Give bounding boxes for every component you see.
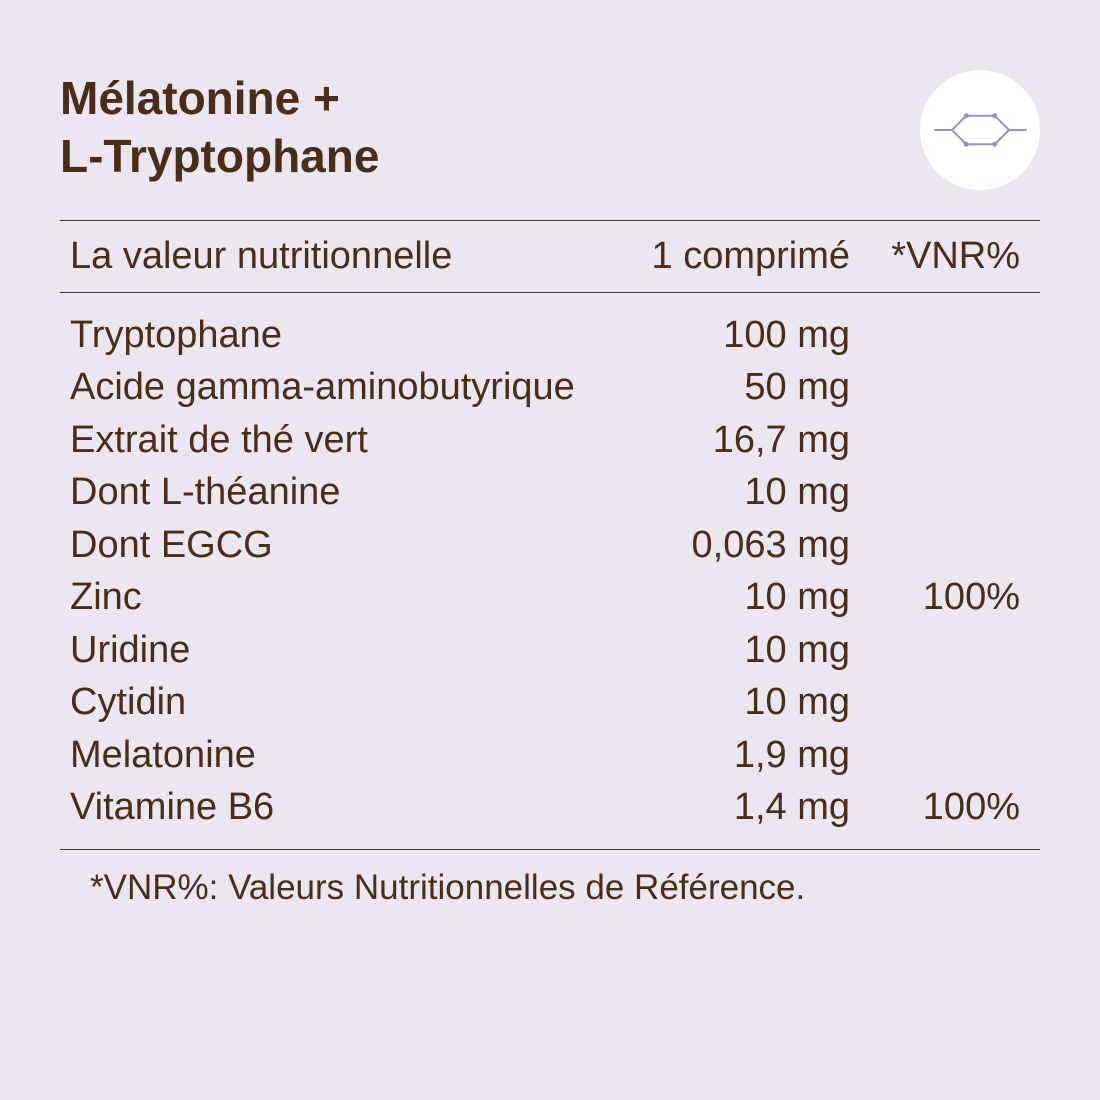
row-label: Vitamine B6	[60, 781, 600, 833]
row-amount: 16,7 mg	[600, 414, 860, 466]
table-row: Tryptophane100 mg	[60, 309, 1040, 361]
row-amount: 10 mg	[600, 571, 860, 623]
table-row: Extrait de thé vert16,7 mg	[60, 414, 1040, 466]
row-amount: 100 mg	[600, 309, 860, 361]
table-row: Melatonine1,9 mg	[60, 729, 1040, 781]
row-label: Cytidin	[60, 676, 600, 728]
row-label: Tryptophane	[60, 309, 600, 361]
row-amount: 10 mg	[600, 624, 860, 676]
table-row: Zinc10 mg100%	[60, 571, 1040, 623]
nutrition-rows: Tryptophane100 mgAcide gamma-aminobutyri…	[60, 293, 1040, 850]
header-amount: 1 comprimé	[600, 235, 860, 278]
table-row: Dont EGCG0,063 mg	[60, 519, 1040, 571]
table-row: Vitamine B61,4 mg100%	[60, 781, 1040, 833]
row-label: Extrait de thé vert	[60, 414, 600, 466]
row-label: Dont L-théanine	[60, 466, 600, 518]
row-amount: 1,9 mg	[600, 729, 860, 781]
table-row: Dont L-théanine10 mg	[60, 466, 1040, 518]
row-vnr	[860, 414, 1040, 466]
molecule-icon	[933, 105, 1028, 155]
footnote: *VNR%: Valeurs Nutritionnelles de Référe…	[60, 850, 1040, 908]
row-label: Uridine	[60, 624, 600, 676]
table-row: Acide gamma-aminobutyrique50 mg	[60, 361, 1040, 413]
row-amount: 10 mg	[600, 466, 860, 518]
row-label: Acide gamma-aminobutyrique	[60, 361, 600, 413]
row-label: Zinc	[60, 571, 600, 623]
molecule-icon-badge	[920, 70, 1040, 190]
product-title: Mélatonine + L-Tryptophane	[60, 70, 379, 185]
table-row: Cytidin10 mg	[60, 676, 1040, 728]
header-vnr: *VNR%	[860, 235, 1040, 278]
header-block: Mélatonine + L-Tryptophane	[60, 70, 1040, 190]
row-vnr	[860, 676, 1040, 728]
row-label: Melatonine	[60, 729, 600, 781]
row-vnr: 100%	[860, 571, 1040, 623]
header-label: La valeur nutritionnelle	[60, 235, 600, 278]
row-vnr	[860, 519, 1040, 571]
row-amount: 0,063 mg	[600, 519, 860, 571]
table-header-row: La valeur nutritionnelle 1 comprimé *VNR…	[60, 220, 1040, 293]
title-line-1: Mélatonine +	[60, 70, 379, 128]
row-vnr	[860, 729, 1040, 781]
row-amount: 50 mg	[600, 361, 860, 413]
row-vnr	[860, 624, 1040, 676]
table-row: Uridine10 mg	[60, 624, 1040, 676]
row-amount: 1,4 mg	[600, 781, 860, 833]
row-vnr	[860, 466, 1040, 518]
row-amount: 10 mg	[600, 676, 860, 728]
row-vnr	[860, 361, 1040, 413]
row-vnr	[860, 309, 1040, 361]
row-label: Dont EGCG	[60, 519, 600, 571]
title-line-2: L-Tryptophane	[60, 128, 379, 186]
row-vnr: 100%	[860, 781, 1040, 833]
